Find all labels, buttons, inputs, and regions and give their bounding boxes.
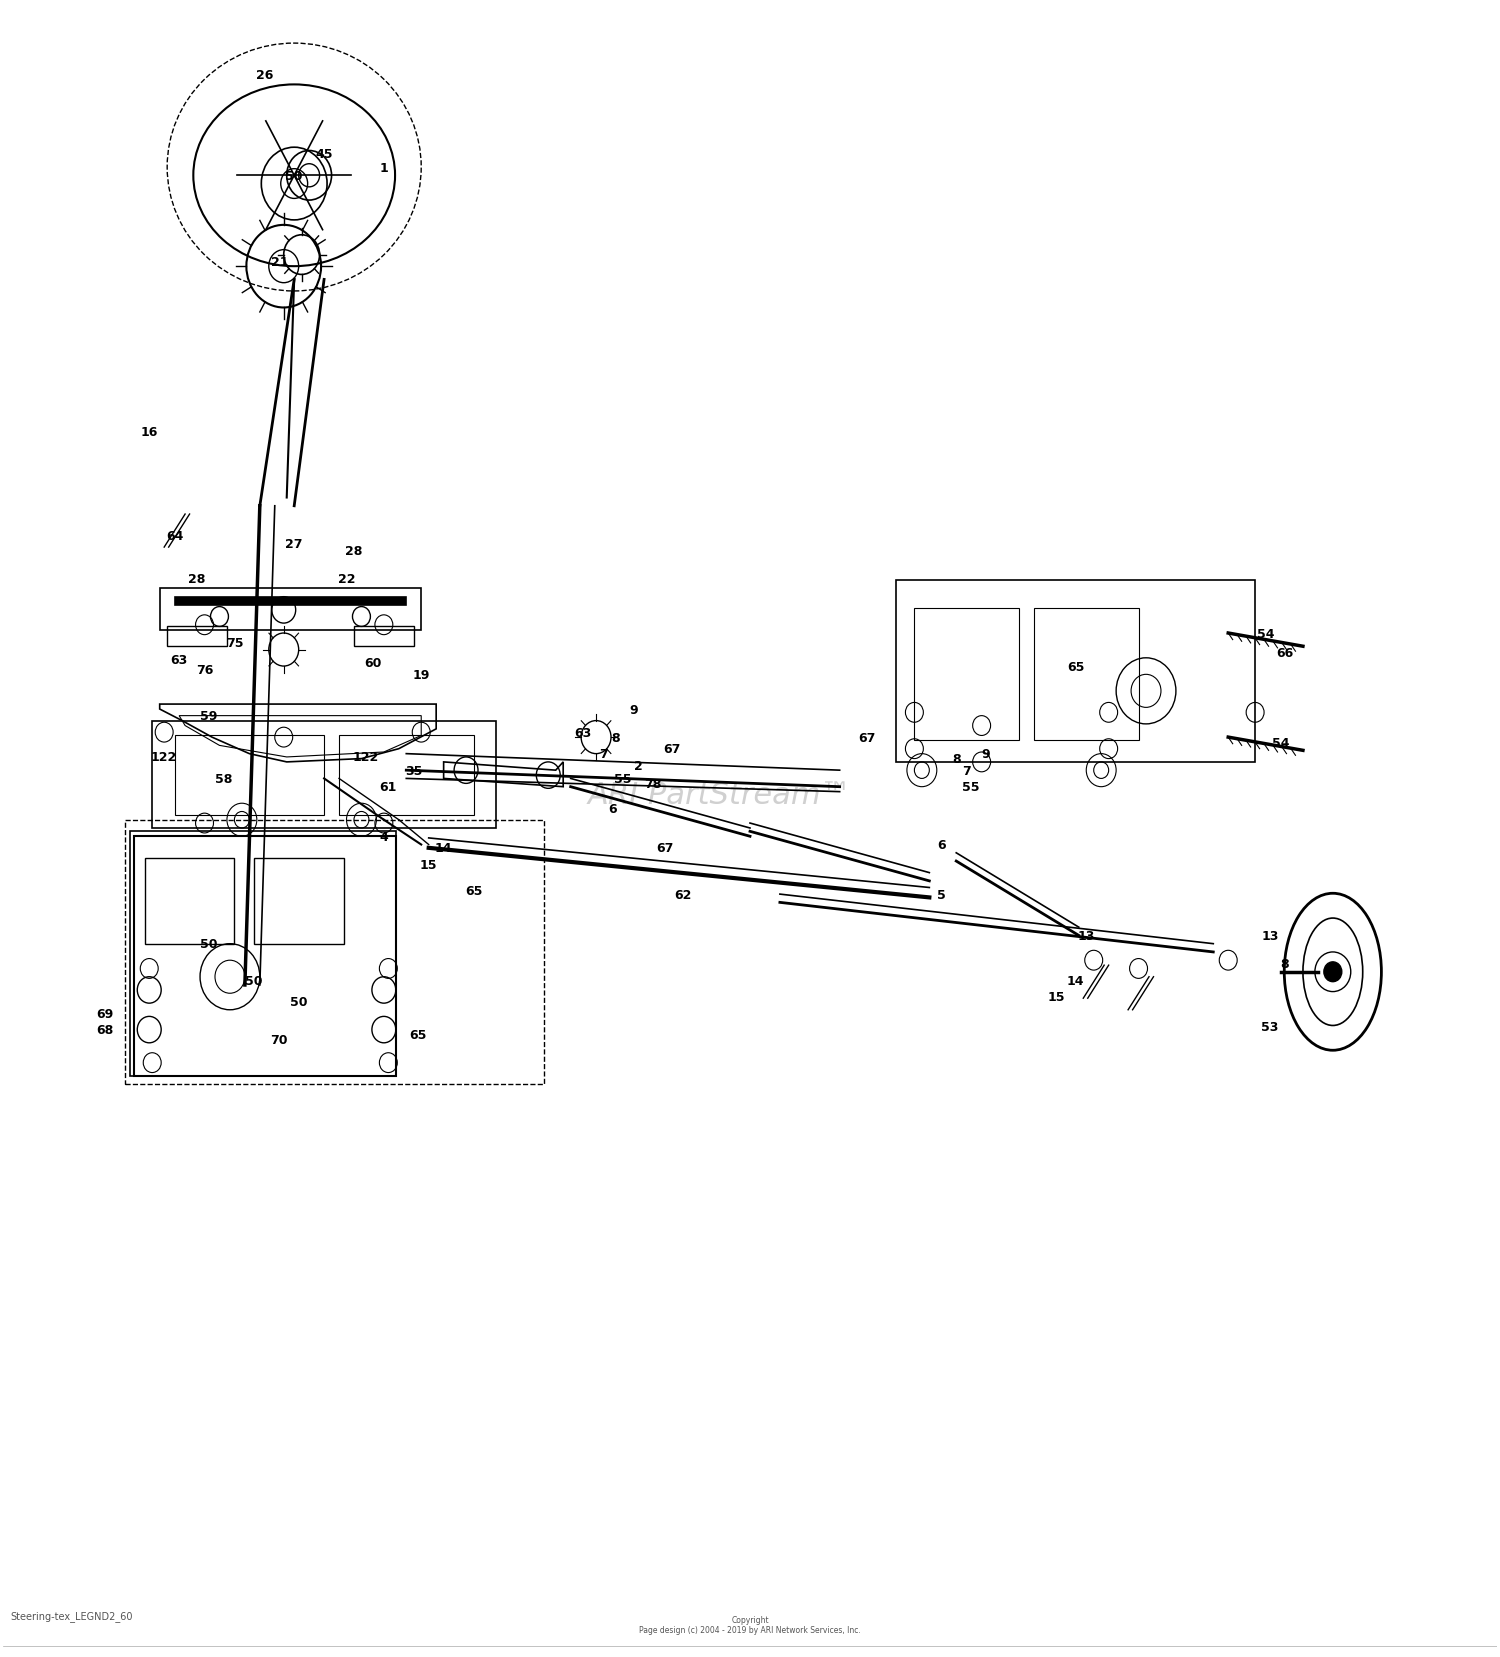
Text: 27: 27 bbox=[285, 539, 303, 550]
Bar bbox=[135, 837, 396, 1075]
Text: 60: 60 bbox=[364, 656, 382, 669]
Text: 67: 67 bbox=[663, 742, 681, 756]
Text: 67: 67 bbox=[858, 731, 876, 744]
Text: 14: 14 bbox=[1066, 974, 1084, 988]
Text: 122: 122 bbox=[352, 751, 380, 764]
Text: 9: 9 bbox=[628, 703, 638, 716]
Text: 55: 55 bbox=[963, 780, 980, 794]
Text: 28: 28 bbox=[189, 573, 206, 585]
Text: 63: 63 bbox=[574, 726, 591, 739]
Text: 55: 55 bbox=[614, 772, 632, 785]
Text: 50: 50 bbox=[290, 996, 308, 1009]
Text: 13: 13 bbox=[1262, 930, 1280, 943]
Text: 14: 14 bbox=[435, 842, 453, 855]
Text: 8: 8 bbox=[1281, 958, 1290, 971]
Text: 9: 9 bbox=[982, 747, 990, 761]
Text: 8: 8 bbox=[952, 752, 960, 766]
Bar bbox=[126, 820, 544, 1084]
Text: ARI PartStream™: ARI PartStream™ bbox=[588, 780, 852, 810]
Text: 54: 54 bbox=[1272, 736, 1290, 749]
Text: 2: 2 bbox=[633, 759, 642, 772]
Text: 26: 26 bbox=[255, 70, 273, 81]
Text: 4: 4 bbox=[380, 830, 388, 843]
Bar bbox=[174, 736, 324, 815]
Bar bbox=[152, 721, 496, 828]
Text: 67: 67 bbox=[656, 842, 674, 855]
Text: 7: 7 bbox=[963, 764, 970, 777]
Text: 1: 1 bbox=[380, 161, 388, 174]
Circle shape bbox=[1324, 963, 1342, 983]
Polygon shape bbox=[174, 597, 406, 605]
Text: 15: 15 bbox=[420, 858, 438, 872]
Text: 76: 76 bbox=[196, 663, 213, 676]
Text: 122: 122 bbox=[152, 751, 177, 764]
Bar bbox=[159, 588, 422, 630]
Text: 6: 6 bbox=[608, 802, 616, 815]
Text: 35: 35 bbox=[405, 764, 423, 777]
Text: 8: 8 bbox=[610, 731, 620, 744]
Text: 16: 16 bbox=[141, 426, 158, 439]
Text: 69: 69 bbox=[96, 1007, 112, 1021]
Text: 65: 65 bbox=[410, 1029, 428, 1042]
Text: 62: 62 bbox=[674, 888, 692, 901]
Bar bbox=[339, 736, 474, 815]
Text: 53: 53 bbox=[1262, 1021, 1280, 1034]
Text: 50: 50 bbox=[285, 169, 303, 182]
Text: 78: 78 bbox=[644, 777, 662, 790]
Text: 21: 21 bbox=[270, 255, 288, 268]
Text: 50: 50 bbox=[244, 974, 262, 988]
Text: 65: 65 bbox=[465, 885, 482, 898]
Text: 58: 58 bbox=[216, 772, 232, 785]
Text: 6: 6 bbox=[938, 838, 945, 852]
Text: 50: 50 bbox=[201, 938, 217, 951]
Text: 65: 65 bbox=[1066, 659, 1084, 673]
Text: 13: 13 bbox=[1077, 930, 1095, 943]
Text: Copyright
Page design (c) 2004 - 2019 by ARI Network Services, Inc.: Copyright Page design (c) 2004 - 2019 by… bbox=[639, 1616, 861, 1634]
Bar bbox=[254, 858, 344, 944]
Bar bbox=[897, 582, 1256, 762]
Text: 22: 22 bbox=[338, 573, 356, 585]
Text: 63: 63 bbox=[171, 653, 188, 666]
Text: 68: 68 bbox=[96, 1024, 112, 1037]
Text: Steering-tex_LEGND2_60: Steering-tex_LEGND2_60 bbox=[10, 1611, 132, 1621]
Text: 45: 45 bbox=[315, 147, 333, 161]
Text: 64: 64 bbox=[166, 530, 183, 543]
Text: 61: 61 bbox=[380, 780, 398, 794]
Text: 75: 75 bbox=[225, 636, 243, 650]
Bar bbox=[144, 858, 234, 944]
Bar bbox=[915, 608, 1019, 741]
Text: 7: 7 bbox=[598, 747, 608, 761]
Text: 28: 28 bbox=[345, 545, 363, 557]
Text: 19: 19 bbox=[413, 668, 430, 681]
Bar bbox=[130, 832, 396, 1075]
Bar bbox=[166, 626, 226, 646]
Text: 5: 5 bbox=[938, 888, 945, 901]
Text: 59: 59 bbox=[201, 709, 217, 722]
Text: 54: 54 bbox=[1257, 626, 1275, 640]
Text: 66: 66 bbox=[1276, 646, 1293, 659]
Bar bbox=[1034, 608, 1138, 741]
Text: 15: 15 bbox=[1047, 991, 1065, 1004]
Text: 70: 70 bbox=[270, 1034, 288, 1046]
Bar bbox=[354, 626, 414, 646]
